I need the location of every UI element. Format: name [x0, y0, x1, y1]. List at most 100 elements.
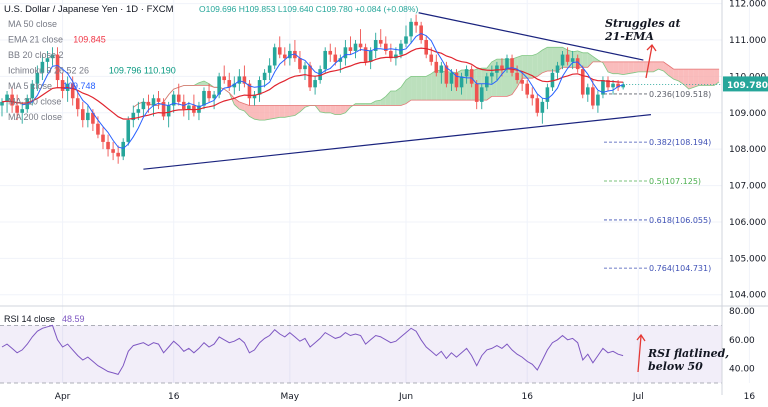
- candle-body[interactable]: [580, 69, 585, 95]
- candle-body[interactable]: [389, 50, 393, 59]
- candle-body[interactable]: [40, 61, 45, 73]
- candle-body[interactable]: [404, 36, 408, 44]
- candle-body[interactable]: [141, 101, 146, 110]
- candle-body[interactable]: [540, 101, 545, 113]
- candle-body[interactable]: [495, 65, 499, 73]
- candle-body[interactable]: [535, 98, 540, 113]
- candle-body[interactable]: [570, 58, 575, 62]
- candle-body[interactable]: [419, 25, 423, 41]
- candle-body[interactable]: [293, 50, 297, 59]
- candle-body[interactable]: [586, 87, 590, 95]
- candle-body[interactable]: [616, 83, 620, 88]
- candle-body[interactable]: [510, 58, 514, 73]
- candle-body[interactable]: [323, 50, 327, 70]
- candle-body[interactable]: [242, 76, 247, 84]
- candle-body[interactable]: [358, 43, 363, 48]
- candle-body[interactable]: [429, 54, 434, 62]
- candle-body[interactable]: [378, 40, 383, 44]
- candle-body[interactable]: [505, 58, 509, 70]
- candles[interactable]: [0, 14, 625, 164]
- candle-body[interactable]: [60, 80, 65, 91]
- candle-body[interactable]: [267, 65, 272, 73]
- candle-body[interactable]: [207, 90, 211, 99]
- candle-body[interactable]: [353, 43, 358, 51]
- candle-body[interactable]: [394, 54, 398, 59]
- candle-body[interactable]: [0, 101, 4, 106]
- candle-body[interactable]: [490, 72, 494, 77]
- candle-body[interactable]: [555, 65, 560, 73]
- candle-body[interactable]: [565, 54, 570, 62]
- candle-body[interactable]: [187, 105, 191, 110]
- candle-body[interactable]: [136, 109, 141, 113]
- candle-body[interactable]: [596, 94, 600, 106]
- candle-body[interactable]: [101, 134, 105, 142]
- candle-body[interactable]: [363, 47, 368, 62]
- candle-body[interactable]: [277, 47, 282, 55]
- candle-body[interactable]: [227, 80, 232, 88]
- candle-body[interactable]: [257, 80, 262, 95]
- candle-body[interactable]: [116, 152, 120, 157]
- candle-body[interactable]: [409, 21, 413, 37]
- candle-body[interactable]: [247, 83, 252, 99]
- candle-body[interactable]: [262, 72, 267, 81]
- candle-body[interactable]: [5, 94, 9, 102]
- candle-body[interactable]: [479, 87, 484, 102]
- candle-body[interactable]: [131, 112, 136, 121]
- candle-body[interactable]: [45, 58, 50, 62]
- candle-body[interactable]: [328, 50, 333, 55]
- candle-body[interactable]: [545, 87, 550, 102]
- candle-body[interactable]: [222, 76, 226, 81]
- candle-body[interactable]: [414, 21, 418, 26]
- candle-body[interactable]: [283, 54, 287, 59]
- candle-body[interactable]: [111, 149, 115, 153]
- candle-body[interactable]: [439, 65, 444, 73]
- candle-body[interactable]: [515, 72, 519, 81]
- candle-body[interactable]: [75, 98, 80, 110]
- candle-body[interactable]: [70, 83, 75, 99]
- candle-body[interactable]: [333, 54, 338, 62]
- candle-body[interactable]: [338, 58, 343, 62]
- candle-body[interactable]: [485, 76, 489, 88]
- candle-body[interactable]: [50, 54, 55, 59]
- candle-body[interactable]: [474, 83, 479, 102]
- candle-body[interactable]: [601, 80, 605, 95]
- candle-body[interactable]: [449, 72, 454, 84]
- candle-body[interactable]: [146, 101, 151, 106]
- candle-body[interactable]: [459, 76, 464, 88]
- candle-body[interactable]: [106, 141, 110, 150]
- candle-body[interactable]: [621, 84, 625, 88]
- candle-body[interactable]: [55, 54, 60, 81]
- candle-body[interactable]: [525, 83, 529, 95]
- rsi-panel[interactable]: RSI 14 close 48.59: [0, 314, 722, 384]
- candle-body[interactable]: [454, 72, 459, 88]
- candle-body[interactable]: [500, 65, 504, 70]
- candle-body[interactable]: [121, 141, 125, 157]
- candle-body[interactable]: [303, 65, 307, 70]
- candle-body[interactable]: [232, 83, 237, 88]
- candle-body[interactable]: [434, 61, 439, 73]
- candle-body[interactable]: [30, 83, 35, 99]
- candle-body[interactable]: [252, 94, 257, 99]
- candle-body[interactable]: [15, 105, 19, 113]
- candle-body[interactable]: [424, 40, 428, 55]
- candle-body[interactable]: [166, 105, 171, 117]
- candle-body[interactable]: [81, 109, 85, 121]
- candle-body[interactable]: [20, 109, 24, 113]
- candle-body[interactable]: [399, 43, 403, 55]
- candle-body[interactable]: [96, 123, 100, 135]
- candle-body[interactable]: [126, 120, 131, 142]
- candle-body[interactable]: [272, 47, 277, 66]
- candle-body[interactable]: [611, 83, 615, 88]
- candle-body[interactable]: [348, 47, 353, 51]
- candle-body[interactable]: [298, 58, 302, 70]
- candle-body[interactable]: [212, 94, 216, 99]
- candle-body[interactable]: [469, 69, 474, 84]
- candle-body[interactable]: [161, 101, 166, 117]
- candle-body[interactable]: [444, 65, 449, 84]
- candle-body[interactable]: [530, 94, 535, 99]
- candle-body[interactable]: [560, 54, 565, 66]
- candle-body[interactable]: [151, 98, 156, 106]
- candle-body[interactable]: [202, 90, 206, 106]
- candle-body[interactable]: [288, 50, 292, 59]
- candle-body[interactable]: [343, 47, 348, 59]
